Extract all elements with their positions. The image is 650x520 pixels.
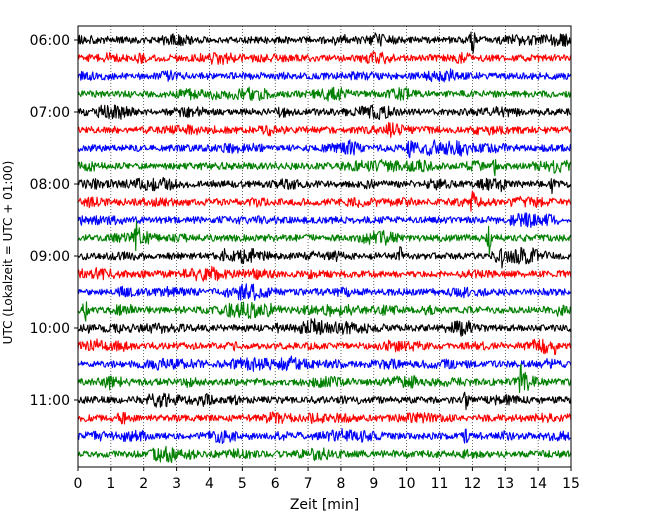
seismogram-trace <box>77 190 572 212</box>
seismogram-trace <box>77 86 572 102</box>
y-tick-label: 10:00 <box>30 321 70 337</box>
seismogram-trace <box>77 246 572 269</box>
seismogram-trace <box>77 212 572 228</box>
seismogram-trace <box>77 176 572 195</box>
x-tick-label: 5 <box>238 476 247 492</box>
x-tick-label: 4 <box>205 476 214 492</box>
seismogram-trace <box>77 265 572 282</box>
x-tick-label: 8 <box>336 476 345 492</box>
seismogram-trace <box>77 68 572 83</box>
seismogram-trace <box>77 50 572 66</box>
x-axis-ticks: 0 1 2 3 4 5 6 7 8 9 10 11 12 13 14 15 <box>74 467 580 492</box>
seismogram-trace <box>77 283 572 301</box>
x-tick-label: 13 <box>496 476 514 492</box>
seismogram-trace <box>77 31 572 54</box>
x-tick-label: 7 <box>304 476 313 492</box>
x-tick-label: 15 <box>562 476 580 492</box>
seismogram-trace <box>77 338 572 356</box>
seismogram-trace <box>77 411 572 425</box>
seismogram-trace <box>77 318 572 337</box>
y-axis-ticks: 06:00 07:00 08:00 09:00 10:00 11:00 <box>30 33 78 409</box>
seismogram-trace <box>77 158 572 177</box>
seismogram-trace <box>77 104 572 121</box>
seismogram-trace <box>77 363 572 394</box>
x-tick-label: 0 <box>74 476 83 492</box>
x-tick-label: 9 <box>369 476 378 492</box>
x-tick-label: 6 <box>271 476 280 492</box>
x-tick-label: 3 <box>172 476 181 492</box>
y-axis-label: UTC (Lokalzeit = UTC + 01:00) <box>1 161 15 345</box>
seismogram-trace <box>77 139 572 159</box>
seismogram-trace <box>77 445 572 464</box>
seismogram-traces <box>77 31 572 464</box>
x-tick-label: 11 <box>431 476 449 492</box>
y-tick-label: 08:00 <box>30 177 70 193</box>
y-tick-label: 06:00 <box>30 33 70 49</box>
seismogram-trace <box>77 355 572 372</box>
x-tick-label: 14 <box>529 476 547 492</box>
x-tick-label: 1 <box>106 476 115 492</box>
x-tick-label: 10 <box>398 476 416 492</box>
seismogram-trace <box>77 391 572 411</box>
y-tick-label: 09:00 <box>30 249 70 265</box>
seismogram-trace <box>77 122 572 138</box>
seismogram-trace <box>77 428 572 445</box>
seismogram-trace <box>77 220 572 255</box>
x-tick-label: 2 <box>139 476 148 492</box>
x-axis-label: Zeit [min] <box>290 497 359 513</box>
seismogram-trace <box>77 301 572 322</box>
plot-frame <box>77 25 572 468</box>
y-tick-label: 11:00 <box>30 393 70 409</box>
y-tick-label: 07:00 <box>30 105 70 121</box>
x-tick-label: 12 <box>463 476 481 492</box>
